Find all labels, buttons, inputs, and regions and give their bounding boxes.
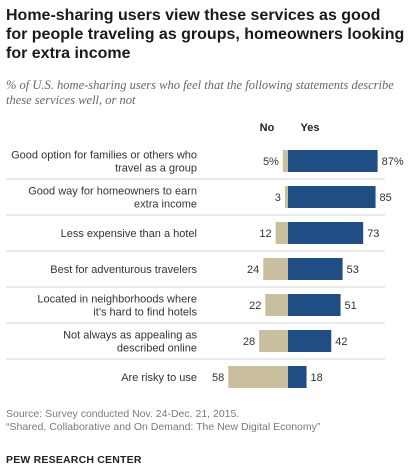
category-label: Good way for homeowners to earn: [28, 186, 197, 198]
pew-logo: PEW RESEARCH CENTER: [6, 454, 142, 466]
bar-yes: [288, 150, 378, 172]
value-label-no: 3: [275, 192, 281, 204]
value-label-yes: 51: [345, 300, 357, 312]
bar-yes: [288, 186, 376, 208]
value-label-yes: 18: [311, 372, 323, 384]
category-label: it’s hard to find hotels: [93, 307, 197, 319]
source-note: Source: Survey conducted Nov. 24-Dec. 21…: [6, 408, 240, 420]
value-label-yes: 42: [335, 336, 347, 348]
report-title: “Shared, Collaborative and On Demand: Th…: [6, 421, 321, 433]
bar-no: [265, 294, 288, 316]
value-label-no: 24: [247, 264, 259, 276]
bar-yes: [288, 330, 332, 352]
bar-chart: No Yes Good option for families or others …: [6, 122, 404, 388]
value-label-yes: 73: [367, 228, 379, 240]
value-label-yes: 87%: [382, 156, 404, 168]
bar-yes: [288, 258, 343, 280]
bar-no: [284, 186, 288, 208]
value-label-no: 5%: [263, 156, 279, 168]
category-label: Less expensive than a hotel: [61, 228, 197, 240]
category-label: Are risky to use: [121, 372, 197, 384]
category-label: Good option for families or others who: [11, 150, 197, 162]
category-label: Located in neighborhoods where: [37, 294, 197, 306]
value-label-no: 28: [243, 336, 255, 348]
bar-yes: [288, 222, 364, 244]
header-no: No: [260, 122, 275, 134]
chart-title: Home-sharing users view these services a…: [6, 7, 405, 62]
value-label-yes: 85: [380, 192, 392, 204]
value-label-no: 12: [259, 228, 271, 240]
bar-yes: [288, 294, 341, 316]
category-label: described online: [117, 343, 197, 355]
category-label: Best for adventurous travelers: [50, 264, 197, 276]
bar-no: [282, 150, 288, 172]
category-label: extra income: [134, 199, 197, 211]
bar-no: [228, 366, 288, 388]
bar-yes: [288, 366, 307, 388]
category-label: travel as a group: [115, 163, 197, 175]
value-label-no: 22: [249, 300, 261, 312]
category-label: Not always as appealing as: [63, 330, 197, 342]
header-yes: Yes: [301, 122, 320, 134]
bar-no: [275, 222, 288, 244]
value-label-no: 58: [212, 372, 224, 384]
chart-subtitle: % of U.S. home-sharing users who feel th…: [6, 78, 394, 107]
bar-no: [263, 258, 288, 280]
value-label-yes: 53: [347, 264, 359, 276]
bar-no: [259, 330, 288, 352]
